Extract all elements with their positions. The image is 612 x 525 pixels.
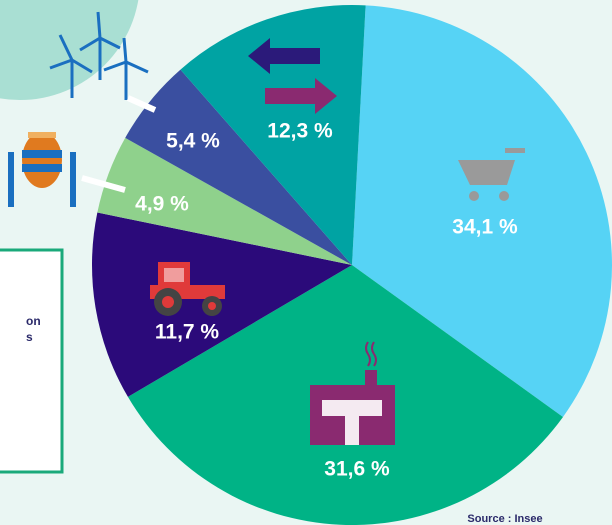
box-text: on	[26, 314, 41, 328]
value-label: 34,1 %	[452, 216, 518, 239]
cart-icon	[458, 148, 525, 201]
value-label: 31,6 %	[324, 458, 390, 481]
text-box	[0, 248, 64, 474]
factory-icon	[310, 341, 395, 445]
source: Source : Insee	[467, 513, 542, 525]
slice	[91, 212, 352, 397]
arrow-icon	[265, 78, 337, 114]
icons	[8, 11, 525, 445]
connector	[81, 175, 126, 193]
slice	[352, 5, 612, 417]
deco-circle	[0, 0, 139, 100]
connector	[126, 95, 157, 113]
value-label: 12,3 %	[267, 120, 333, 143]
slice	[180, 4, 366, 265]
barrel-icon	[8, 132, 76, 207]
arrow-icon	[248, 38, 320, 74]
slice	[97, 137, 353, 265]
value-label: 11,7 %	[155, 321, 220, 344]
slice	[125, 69, 352, 265]
box-text: s	[26, 330, 33, 344]
value-label: 4,9 %	[135, 193, 189, 216]
tractor-icon	[150, 262, 225, 316]
value-label: 5,4 %	[166, 130, 220, 153]
windmill-icon	[49, 11, 149, 100]
